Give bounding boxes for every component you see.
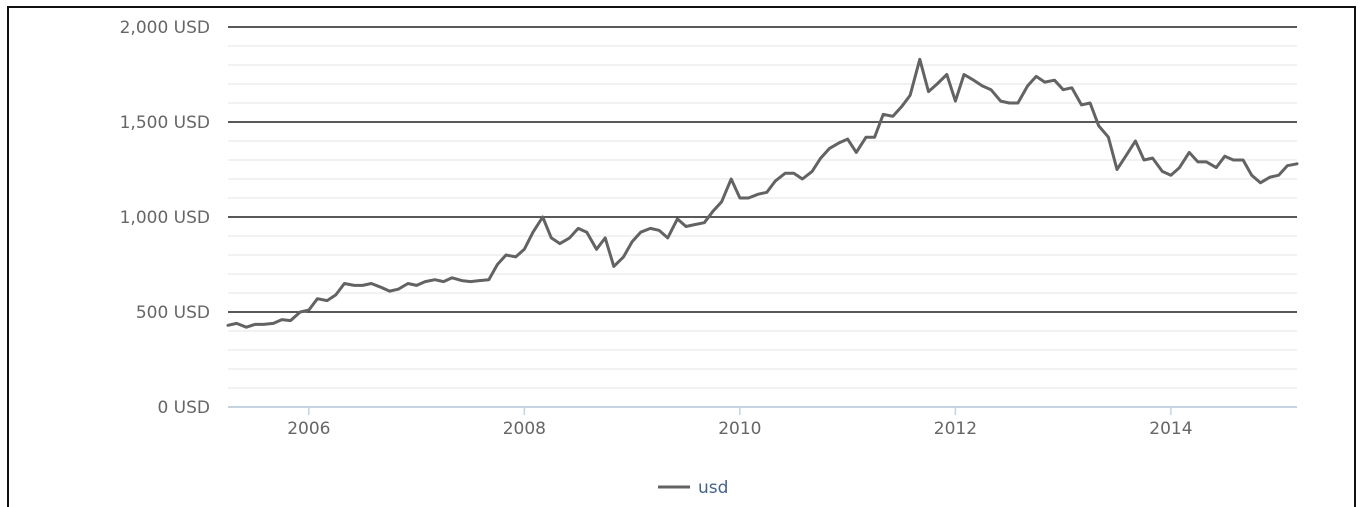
major-gridlines <box>228 26 1297 313</box>
legend[interactable]: usd <box>658 478 728 498</box>
minor-gridlines <box>228 45 1297 389</box>
y-tick-label: 0 USD <box>157 398 210 418</box>
series-group <box>226 57 1299 329</box>
y-tick-label: 2,000 USD <box>120 18 210 38</box>
chart-frame <box>7 6 1356 507</box>
y-tick-label: 500 USD <box>136 303 210 323</box>
x-tick-label: 2012 <box>934 419 977 439</box>
x-tick-label: 2014 <box>1149 419 1192 439</box>
legend-label-usd: usd <box>698 478 728 498</box>
x-tick-label: 2006 <box>287 419 330 439</box>
y-tick-label: 1,500 USD <box>120 113 210 133</box>
y-tick-label: 1,000 USD <box>120 208 210 228</box>
x-axis-labels: 2006 2008 2010 2012 2014 <box>287 419 1192 439</box>
x-axis-ticks <box>308 407 1172 415</box>
x-tick-label: 2008 <box>503 419 546 439</box>
x-tick-label: 2010 <box>718 419 761 439</box>
series-line-usd <box>226 57 1299 329</box>
y-axis-labels: 0 USD 500 USD 1,000 USD 1,500 USD 2,000 USD <box>120 18 210 418</box>
